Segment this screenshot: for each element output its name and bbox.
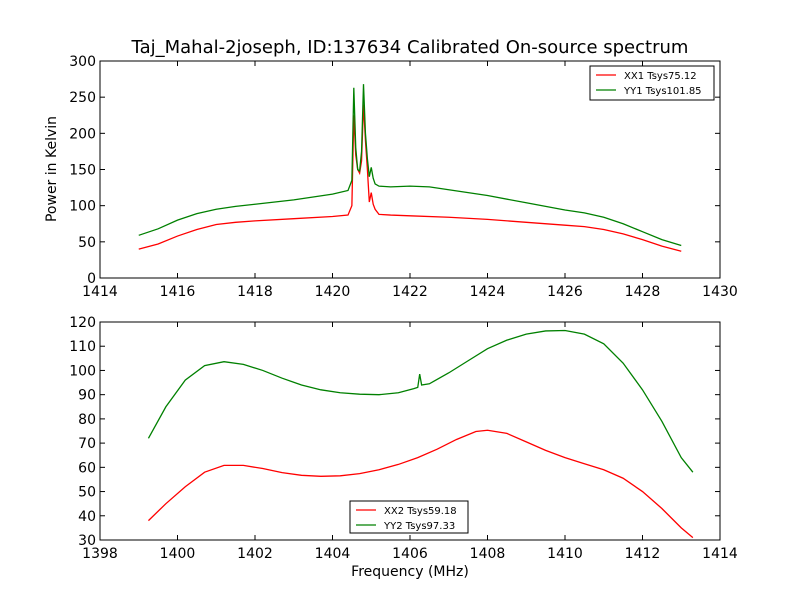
legend-box-0 [589, 65, 715, 101]
x-axis-label-bottom: Frequency (MHz) [351, 564, 469, 580]
y-tick-label-0-5: 250 [69, 90, 96, 106]
x-tick-label-0-8: 1430 [702, 284, 738, 300]
legend-label-1-1: YY2 Tsys97.33 [383, 521, 455, 532]
chart-title: Taj_Mahal-2joseph, ID:137634 Calibrated … [131, 37, 689, 58]
x-tick-label-0-6: 1426 [547, 284, 583, 300]
x-tick-label-1-3: 1404 [315, 546, 351, 562]
y-tick-label-0-6: 300 [69, 54, 96, 70]
y-tick-label-0-4: 200 [69, 126, 96, 142]
x-tick-label-0-0: 1414 [82, 284, 118, 300]
y-tick-label-1-7: 100 [69, 363, 96, 379]
y-tick-label-1-0: 30 [78, 533, 96, 549]
x-tick-label-0-4: 1422 [392, 284, 428, 300]
y-tick-label-0-1: 50 [78, 235, 96, 251]
x-tick-label-0-7: 1428 [625, 284, 661, 300]
y-tick-label-1-6: 90 [78, 388, 96, 404]
x-tick-label-1-6: 1410 [547, 546, 583, 562]
legend-label-1-0: XX2 Tsys59.18 [384, 506, 457, 517]
x-tick-label-0-1: 1416 [160, 284, 196, 300]
x-tick-label-1-5: 1408 [470, 546, 506, 562]
x-tick-label-0-5: 1424 [470, 284, 506, 300]
bottom-plot: 1398 1400 1402 1404 1406 1408 1410 1412 1414 30 40… [69, 315, 738, 562]
x-tick-label-1-0: 1398 [82, 546, 118, 562]
series-line-0-0 [138, 104, 682, 252]
y-tick-label-1-2: 50 [78, 485, 96, 501]
legend-label-0-0: XX1 Tsys75.12 [624, 71, 697, 82]
y-tick-label-0-0: 0 [87, 271, 96, 287]
y-tick-label-1-9: 120 [69, 315, 96, 331]
y-axis-label-top: Power in Kelvin [44, 116, 60, 222]
top-plot: 1414 1416 1418 1420 1422 1424 1426 1428 1430 0 50 1… [69, 54, 738, 300]
series-line-1-0 [147, 429, 694, 539]
legend-label-0-1: YY1 Tsys101.85 [623, 86, 702, 97]
x-tick-label-1-2: 1402 [237, 546, 273, 562]
y-tick-label-1-5: 80 [78, 412, 96, 428]
x-tick-label-1-4: 1406 [392, 546, 428, 562]
y-tick-label-1-4: 70 [78, 436, 96, 452]
series-line-0-1 [138, 84, 682, 247]
y-tick-label-0-3: 150 [69, 163, 96, 179]
x-tick-label-1-1: 1400 [160, 546, 196, 562]
y-tick-label-1-1: 40 [78, 509, 96, 525]
series-line-1-1 [147, 329, 694, 473]
y-tick-label-1-8: 110 [69, 339, 96, 355]
y-tick-label-1-3: 60 [78, 460, 96, 476]
x-tick-label-1-8: 1414 [702, 546, 738, 562]
x-tick-label-0-2: 1418 [237, 284, 273, 300]
y-tick-label-0-2: 100 [69, 199, 96, 215]
x-tick-label-0-3: 1420 [315, 284, 351, 300]
legend-box-1 [349, 500, 469, 534]
x-tick-label-1-7: 1412 [625, 546, 661, 562]
